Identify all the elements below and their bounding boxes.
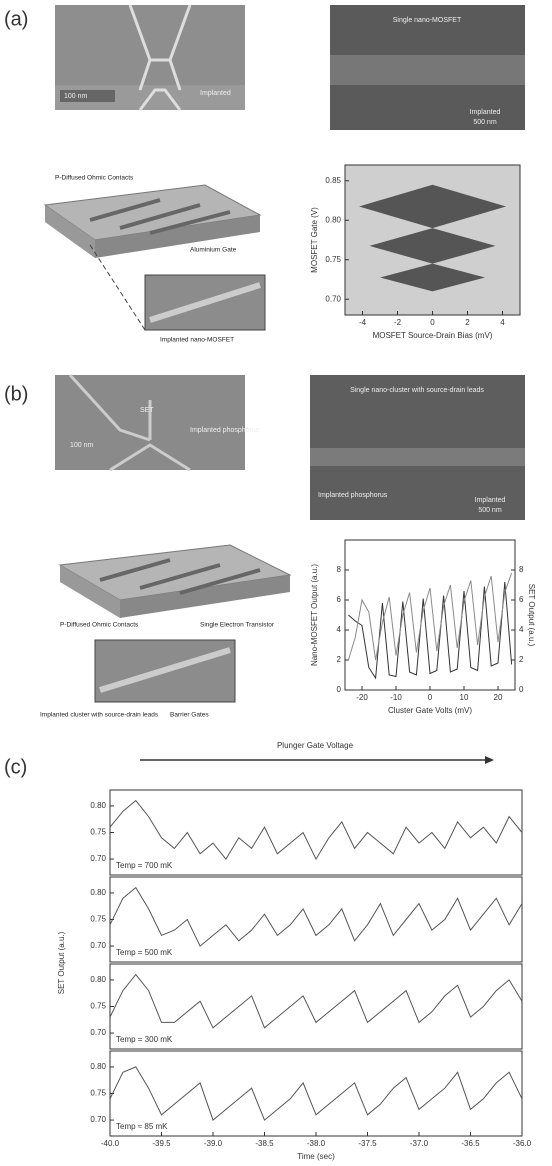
y2-tick-label: 6 [519, 595, 524, 604]
annotation: Temp ≈ 85 mK [116, 1122, 168, 1131]
y-axis-label: MOSFET Gate (V) [310, 207, 319, 273]
x-axis-label: MOSFET Source-Drain Bias (mV) [373, 331, 493, 340]
arrow-head [485, 756, 494, 764]
series-line [348, 582, 511, 678]
schematic-label: P-Diffused Ohmic Contacts [60, 622, 139, 629]
schematic-label: Implanted cluster with source-drain lead… [40, 712, 159, 719]
x-tick-label: -39.5 [152, 1139, 171, 1148]
sem-image: Single nano-cluster with source-drain le… [310, 375, 525, 520]
series-line [110, 975, 522, 1028]
x-tick-label: -38.0 [307, 1139, 326, 1148]
y-tick-label: 0.85 [325, 176, 341, 185]
image-label: Single nano-MOSFET [393, 17, 462, 24]
x-tick-label: 4 [500, 318, 505, 327]
y-tick-label: 4 [337, 625, 342, 634]
x-tick-label: 20 [494, 693, 503, 702]
y2-axis-label: SET Output (a.u.) [527, 584, 536, 647]
y2-tick-label: 8 [519, 565, 524, 574]
annotation: Temp = 500 mK [116, 948, 173, 957]
device-schematic: P-Diffused Ohmic Contacts Single Electro… [40, 545, 290, 719]
image-label: Single nano-cluster with source-drain le… [350, 387, 484, 394]
series-line [110, 888, 522, 947]
y-tick-label: 0.75 [90, 828, 106, 837]
image-label: 500 nm [473, 119, 497, 126]
image-label: 500 nm [478, 507, 502, 514]
x-tick-label: -20 [356, 693, 368, 702]
annotation: Temp = 300 mK [116, 1035, 173, 1044]
schematic-label: Barrier Gates [170, 712, 209, 719]
series-line [110, 1067, 522, 1120]
x-tick-label: 10 [460, 693, 469, 702]
schematic-label: Aluminium Gate [190, 247, 237, 254]
image-label: Implanted phosphorus [190, 427, 260, 434]
y2-tick-label: 4 [519, 625, 524, 634]
image-label: 100 nm [64, 93, 88, 100]
page: (a) 100 nm Implanted Single nano-MOSFET … [0, 0, 552, 1166]
plot-frame [110, 1051, 522, 1136]
y-tick-label: 6 [337, 595, 342, 604]
x-tick-label: -39.0 [204, 1139, 223, 1148]
y-tick-label: 0.70 [325, 294, 341, 303]
image-label: Implanted [470, 109, 501, 116]
x-tick-label: -2 [394, 318, 402, 327]
image-label: 100 nm [70, 442, 94, 449]
panel-label: (a) [4, 8, 28, 30]
panel-label: (c) [4, 756, 27, 778]
schematic-label: Implanted nano-MOSFET [160, 337, 234, 344]
image-label: Implanted [200, 90, 231, 97]
image-label: Implanted [475, 497, 506, 504]
y-tick-label: 0.75 [325, 255, 341, 264]
panel-label: (b) [4, 383, 28, 405]
x-tick-label: -40.0 [101, 1139, 120, 1148]
y-tick-label: 0 [337, 685, 342, 694]
x-tick-label: -36.5 [461, 1139, 480, 1148]
y-tick-label: 0.75 [90, 1002, 106, 1011]
schematic-label: Single Electron Transistor [200, 622, 275, 629]
y-tick-label: 0.80 [90, 1062, 106, 1071]
figure: (a) 100 nm Implanted Single nano-MOSFET … [0, 0, 552, 1166]
plot-frame [345, 540, 515, 690]
x-tick-label: 0 [428, 693, 433, 702]
y-tick-label: 0.70 [90, 941, 106, 950]
device-schematic: P-Diffused Ohmic Contacts Aluminium Gate… [45, 175, 265, 344]
y-tick-label: 0.70 [90, 1115, 106, 1124]
x-tick-label: -10 [390, 693, 402, 702]
x-axis-label: Cluster Gate Volts (mV) [388, 706, 472, 715]
y-tick-label: 8 [337, 565, 342, 574]
image-label: Implanted phosphorus [318, 492, 388, 499]
sem-image: 100 nm Implanted [55, 5, 245, 110]
sem-image: Single nano-MOSFET Implanted 500 nm [330, 5, 525, 130]
y-tick-label: 2 [337, 655, 342, 664]
y-tick-label: 0.70 [90, 1028, 106, 1037]
arrow-label: Plunger Gate Voltage [277, 741, 354, 750]
x-tick-label: 2 [465, 318, 470, 327]
x-tick-label: 0 [430, 318, 435, 327]
schematic-label: P-Diffused Ohmic Contacts [55, 175, 134, 182]
y-axis-label: Nano-MOSFET Output (a.u.) [310, 564, 319, 666]
x-axis-label: Time (sec) [297, 1152, 335, 1161]
y-tick-label: 0.80 [90, 975, 106, 984]
image-label: SET [140, 407, 154, 414]
annotation: Temp = 700 mK [116, 861, 173, 870]
y-tick-label: 0.80 [90, 801, 106, 810]
y2-tick-label: 2 [519, 655, 524, 664]
x-tick-label: -36.0 [513, 1139, 532, 1148]
y-axis-label: SET Output (a.u.) [57, 931, 66, 994]
x-tick-label: -4 [359, 318, 367, 327]
y-tick-label: 0.75 [90, 915, 106, 924]
y-tick-label: 0.80 [325, 215, 341, 224]
x-tick-label: -37.0 [410, 1139, 429, 1148]
y-tick-label: 0.70 [90, 854, 106, 863]
sem-image: SET 100 nm Implanted phosphorus [55, 375, 260, 470]
x-tick-label: -37.5 [358, 1139, 377, 1148]
x-tick-label: -38.5 [255, 1139, 274, 1148]
y2-tick-label: 0 [519, 685, 524, 694]
y-tick-label: 0.80 [90, 888, 106, 897]
series-line [110, 801, 522, 860]
y-tick-label: 0.75 [90, 1089, 106, 1098]
